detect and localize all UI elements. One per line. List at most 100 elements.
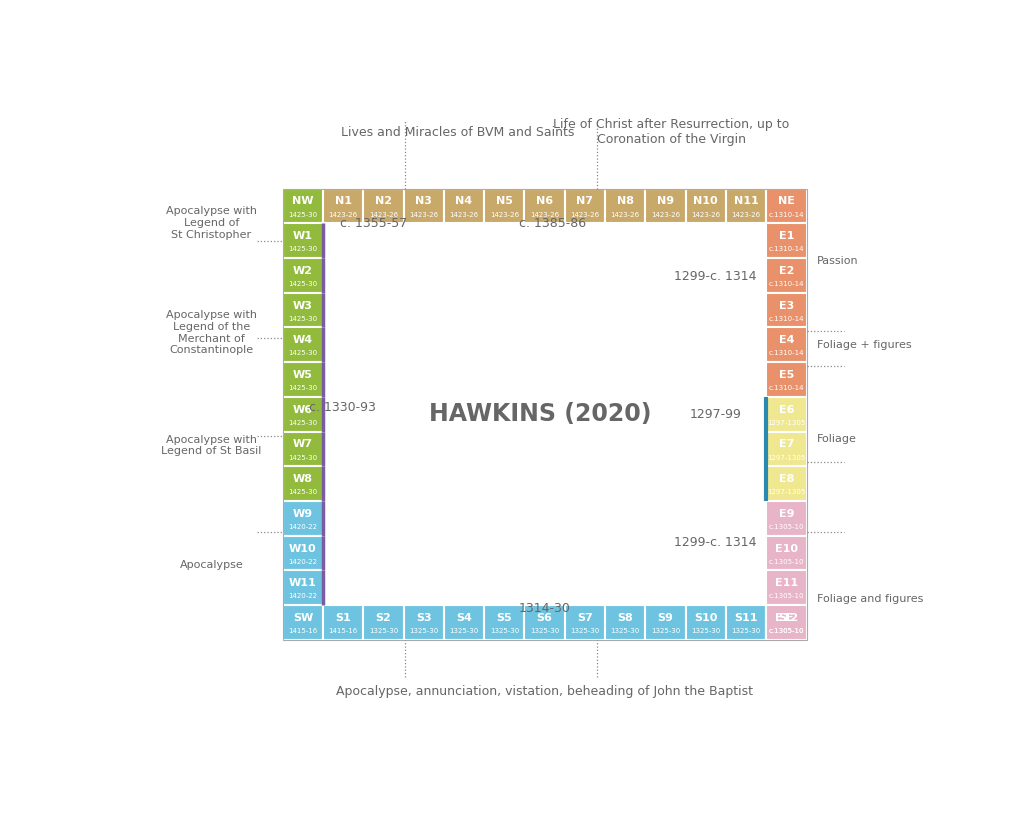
Text: 1297-1305: 1297-1305 [767, 454, 806, 461]
Text: W5: W5 [293, 370, 313, 380]
Text: Apocalypse with
Legend of the
Merchant of
Constantinople: Apocalypse with Legend of the Merchant o… [166, 310, 257, 355]
Text: 1425-30: 1425-30 [289, 454, 317, 461]
Text: E4: E4 [778, 335, 795, 345]
Text: 1425-30: 1425-30 [289, 281, 317, 287]
Text: S9: S9 [657, 613, 674, 623]
Text: N10: N10 [693, 196, 718, 207]
Bar [766, 293, 807, 327]
Text: N9: N9 [657, 196, 674, 207]
Bar [283, 362, 323, 397]
Text: c.1310-14: c.1310-14 [769, 316, 804, 322]
Text: c. 1385-86: c. 1385-86 [519, 217, 586, 230]
Bar [283, 189, 807, 640]
Text: 1425-30: 1425-30 [289, 420, 317, 426]
Text: W3: W3 [293, 300, 313, 311]
Text: S11: S11 [734, 613, 758, 623]
Text: W7: W7 [293, 440, 313, 449]
Bar [323, 223, 766, 605]
Text: E11: E11 [775, 578, 798, 589]
Text: Passion: Passion [817, 256, 858, 265]
Text: S10: S10 [694, 613, 718, 623]
Text: Foliage: Foliage [817, 435, 857, 444]
Bar [524, 189, 565, 223]
Bar [726, 605, 766, 640]
Bar [283, 466, 323, 501]
Text: E3: E3 [779, 300, 794, 311]
Text: c.1310-14: c.1310-14 [769, 212, 804, 217]
Bar [283, 293, 323, 327]
Text: 1415-16: 1415-16 [289, 628, 317, 634]
Text: 1423-26: 1423-26 [691, 212, 720, 217]
Bar [766, 431, 807, 466]
Text: 1423-26: 1423-26 [570, 212, 599, 217]
Text: 1297-1305: 1297-1305 [767, 489, 806, 495]
Text: 1325-30: 1325-30 [450, 628, 478, 634]
Bar [766, 223, 807, 258]
Text: 1325-30: 1325-30 [610, 628, 640, 634]
Text: N2: N2 [375, 196, 392, 207]
Text: 1325-30: 1325-30 [651, 628, 680, 634]
Text: 1425-30: 1425-30 [289, 489, 317, 495]
Text: E6: E6 [778, 405, 795, 414]
Text: N11: N11 [734, 196, 759, 207]
Text: c.1310-14: c.1310-14 [769, 385, 804, 392]
Text: W9: W9 [293, 509, 313, 519]
Bar [444, 189, 484, 223]
Text: c.1305-10: c.1305-10 [769, 628, 804, 634]
Bar [283, 258, 323, 293]
Bar [524, 605, 565, 640]
Bar [766, 258, 807, 293]
Text: Lives and Miracles of BVM and Saints: Lives and Miracles of BVM and Saints [341, 125, 574, 138]
Text: c.1305-10: c.1305-10 [769, 558, 804, 565]
Text: SE: SE [778, 613, 795, 623]
Text: Apocalypse with
Legend of
St Christopher: Apocalypse with Legend of St Christopher [166, 207, 257, 239]
Text: N6: N6 [537, 196, 553, 207]
Text: 1420-22: 1420-22 [289, 524, 317, 530]
Text: 1314-30: 1314-30 [519, 602, 570, 615]
Text: 1425-30: 1425-30 [289, 316, 317, 322]
Text: N1: N1 [335, 196, 351, 207]
Text: 1423-26: 1423-26 [450, 212, 478, 217]
Text: Apocalypse, annunciation, vistation, beheading of John the Baptist: Apocalypse, annunciation, vistation, beh… [336, 685, 753, 698]
Bar [323, 605, 364, 640]
Text: E8: E8 [778, 474, 794, 484]
Text: S4: S4 [456, 613, 472, 623]
Bar [323, 189, 364, 223]
Text: 1297-1305: 1297-1305 [767, 420, 806, 426]
Text: N4: N4 [456, 196, 473, 207]
Text: 1415-16: 1415-16 [329, 628, 357, 634]
Text: 1325-30: 1325-30 [369, 628, 398, 634]
Text: S2: S2 [376, 613, 391, 623]
Text: Apocalypse with
Legend of St Basil: Apocalypse with Legend of St Basil [161, 435, 261, 457]
Bar [403, 605, 444, 640]
Bar [283, 605, 323, 640]
Text: W10: W10 [289, 544, 316, 554]
Text: W2: W2 [293, 266, 313, 276]
Text: E2: E2 [778, 266, 794, 276]
Text: S8: S8 [617, 613, 633, 623]
Bar [605, 189, 645, 223]
Text: 1423-26: 1423-26 [489, 212, 519, 217]
Bar [283, 431, 323, 466]
Text: c.1305-10: c.1305-10 [769, 524, 804, 530]
Text: 1325-30: 1325-30 [691, 628, 721, 634]
Text: 1425-30: 1425-30 [289, 212, 317, 217]
Text: W11: W11 [289, 578, 316, 589]
Bar [766, 327, 807, 362]
Text: E12: E12 [775, 613, 798, 623]
Bar [645, 189, 686, 223]
Text: 1299-c. 1314: 1299-c. 1314 [674, 269, 757, 282]
Bar [766, 466, 807, 501]
Text: Foliage + figures: Foliage + figures [817, 340, 911, 350]
Bar [283, 536, 323, 571]
Text: 1325-30: 1325-30 [410, 628, 438, 634]
Bar [766, 362, 807, 397]
Text: c.1305-10: c.1305-10 [769, 628, 804, 634]
Text: NE: NE [778, 196, 795, 207]
Text: N3: N3 [416, 196, 432, 207]
Text: W6: W6 [293, 405, 313, 414]
Bar [364, 189, 403, 223]
Bar [565, 189, 605, 223]
Text: 1425-30: 1425-30 [289, 351, 317, 357]
Bar [766, 397, 807, 431]
